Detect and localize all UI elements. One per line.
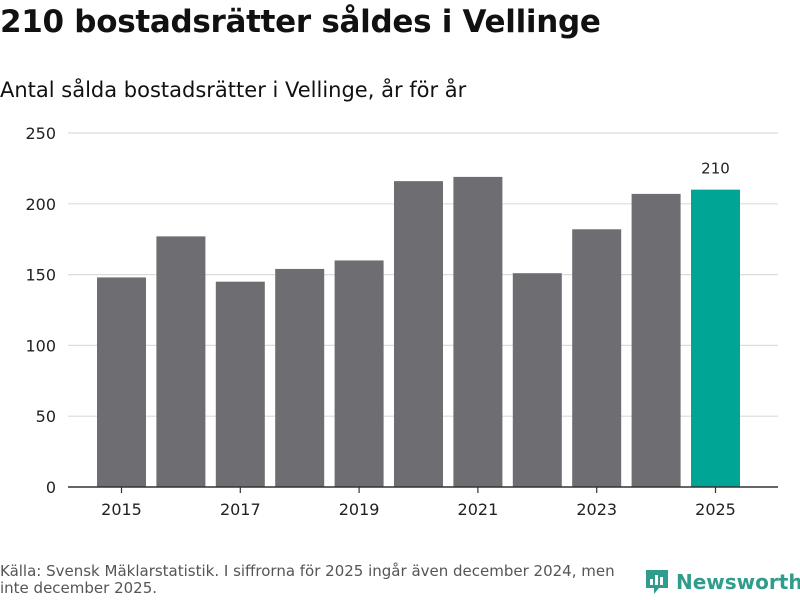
x-tick-label: 2015 [101,500,142,519]
x-tick-label: 2025 [695,500,736,519]
x-tick-label: 2023 [576,500,617,519]
newsworthy-logo: Newsworthy [644,568,800,596]
y-tick-label: 250 [25,124,56,143]
bar-2022 [512,273,562,487]
bar-2021 [453,176,503,487]
data-label: 210 [701,160,730,178]
y-tick-label: 150 [25,266,56,285]
bar-2015 [97,277,146,487]
bar-chart: 0 50 100 150 200 250 210 2015 2017 2019 2021 2023 20… [25,124,778,519]
chart-title: 210 bostadsrätter såldes i Vellinge [0,4,601,40]
bar-2025 [691,189,740,487]
newsworthy-logo-icon [646,570,668,594]
x-tick-label: 2019 [339,500,380,519]
bar-2023 [572,229,622,487]
bar-2020 [394,181,443,488]
y-tick-label: 100 [25,336,56,355]
x-tick-label: 2021 [458,500,499,519]
bar-2018 [275,268,325,487]
source-note: Källa: Svensk Mäklarstatistik. I siffror… [0,562,615,597]
brand-name: Newsworthy [676,570,800,594]
bar-2017 [215,281,265,487]
bar-2019 [334,260,384,487]
y-tick-label: 50 [36,407,56,426]
bar-2024 [631,193,681,487]
x-tick-label: 2017 [220,500,261,519]
y-tick-label: 200 [25,195,56,214]
chart-subtitle: Antal sålda bostadsrätter i Vellinge, år… [0,78,467,102]
bar-2016 [156,236,206,487]
y-tick-label: 0 [46,478,56,497]
